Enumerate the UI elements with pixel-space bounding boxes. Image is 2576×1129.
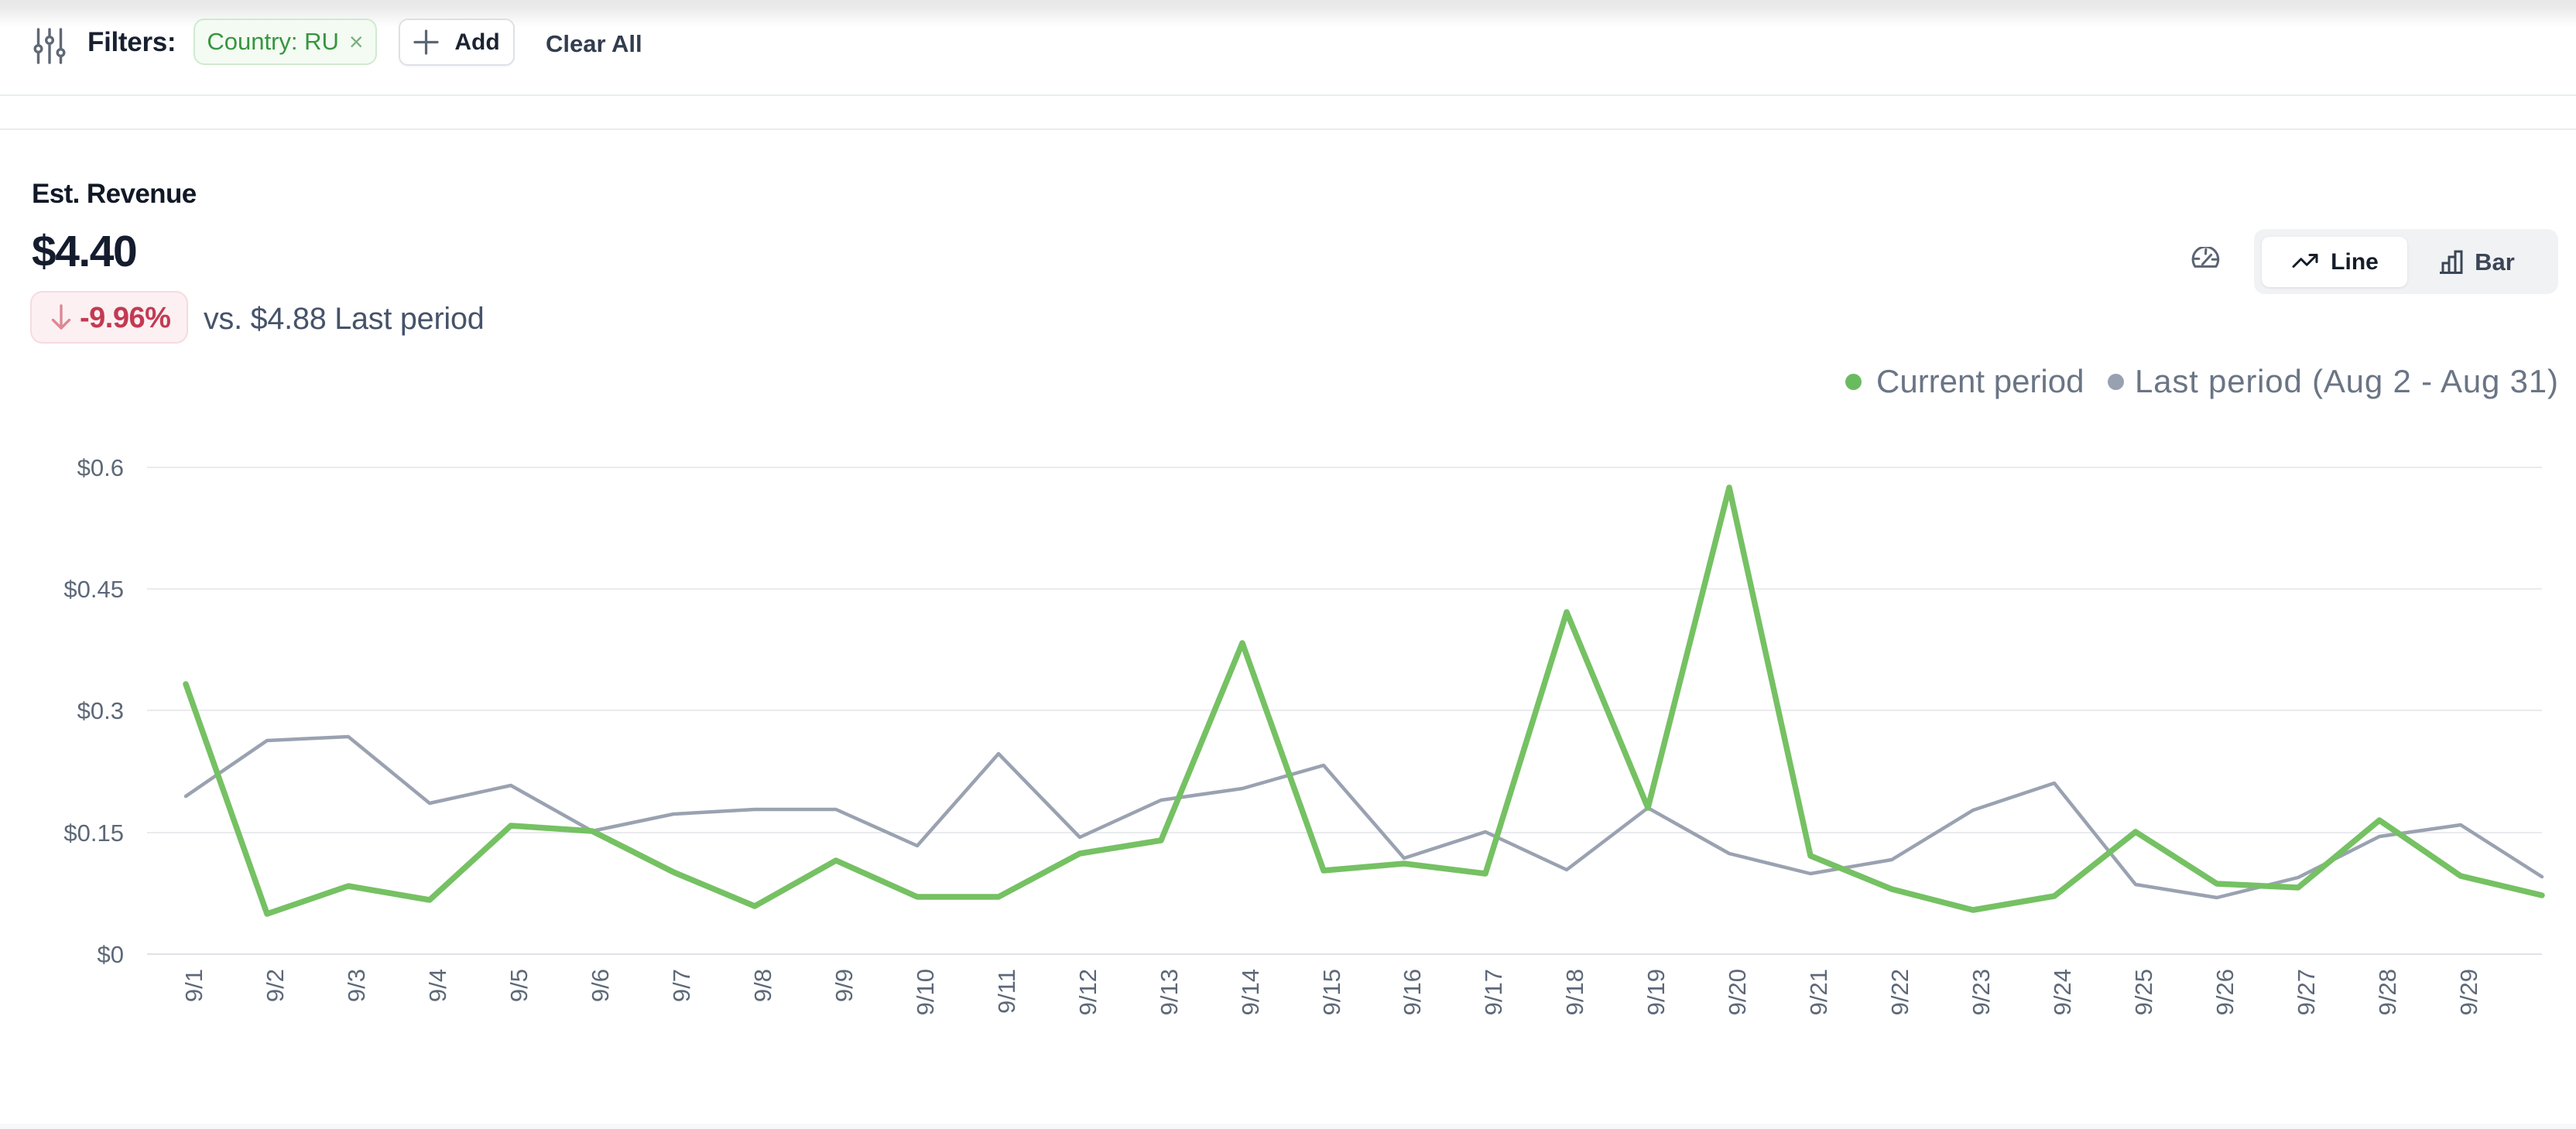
svg-text:9/8: 9/8 bbox=[749, 969, 776, 1002]
svg-text:9/18: 9/18 bbox=[1561, 969, 1588, 1015]
svg-text:9/29: 9/29 bbox=[2455, 969, 2482, 1015]
svg-text:9/21: 9/21 bbox=[1805, 969, 1832, 1015]
svg-text:9/9: 9/9 bbox=[831, 969, 858, 1002]
svg-text:9/26: 9/26 bbox=[2211, 969, 2239, 1015]
svg-text:$0: $0 bbox=[98, 941, 124, 968]
svg-text:9/7: 9/7 bbox=[668, 969, 695, 1002]
svg-text:9/1: 9/1 bbox=[180, 969, 207, 1002]
svg-text:9/13: 9/13 bbox=[1156, 969, 1183, 1015]
svg-text:9/15: 9/15 bbox=[1318, 969, 1345, 1015]
svg-text:9/5: 9/5 bbox=[505, 969, 533, 1002]
svg-text:$0.45: $0.45 bbox=[63, 576, 124, 603]
svg-text:9/22: 9/22 bbox=[1886, 969, 1913, 1015]
svg-text:9/17: 9/17 bbox=[1480, 969, 1507, 1015]
svg-text:9/14: 9/14 bbox=[1237, 969, 1264, 1015]
svg-text:9/3: 9/3 bbox=[343, 969, 370, 1002]
svg-text:9/12: 9/12 bbox=[1074, 969, 1101, 1015]
svg-text:$0.3: $0.3 bbox=[77, 697, 124, 724]
svg-text:9/16: 9/16 bbox=[1399, 969, 1426, 1015]
svg-text:9/24: 9/24 bbox=[2049, 969, 2076, 1015]
svg-text:9/23: 9/23 bbox=[1968, 969, 1995, 1015]
svg-text:9/2: 9/2 bbox=[262, 969, 289, 1002]
svg-text:$0.6: $0.6 bbox=[77, 454, 124, 481]
svg-text:9/20: 9/20 bbox=[1724, 969, 1751, 1015]
svg-text:$0.15: $0.15 bbox=[63, 819, 124, 847]
svg-text:9/6: 9/6 bbox=[587, 969, 614, 1002]
svg-text:9/28: 9/28 bbox=[2374, 969, 2401, 1015]
svg-text:9/4: 9/4 bbox=[424, 969, 451, 1002]
svg-text:9/27: 9/27 bbox=[2293, 969, 2320, 1015]
svg-text:9/11: 9/11 bbox=[993, 969, 1020, 1014]
svg-text:9/10: 9/10 bbox=[912, 969, 939, 1015]
svg-text:9/25: 9/25 bbox=[2130, 969, 2157, 1015]
svg-text:9/19: 9/19 bbox=[1643, 969, 1670, 1015]
